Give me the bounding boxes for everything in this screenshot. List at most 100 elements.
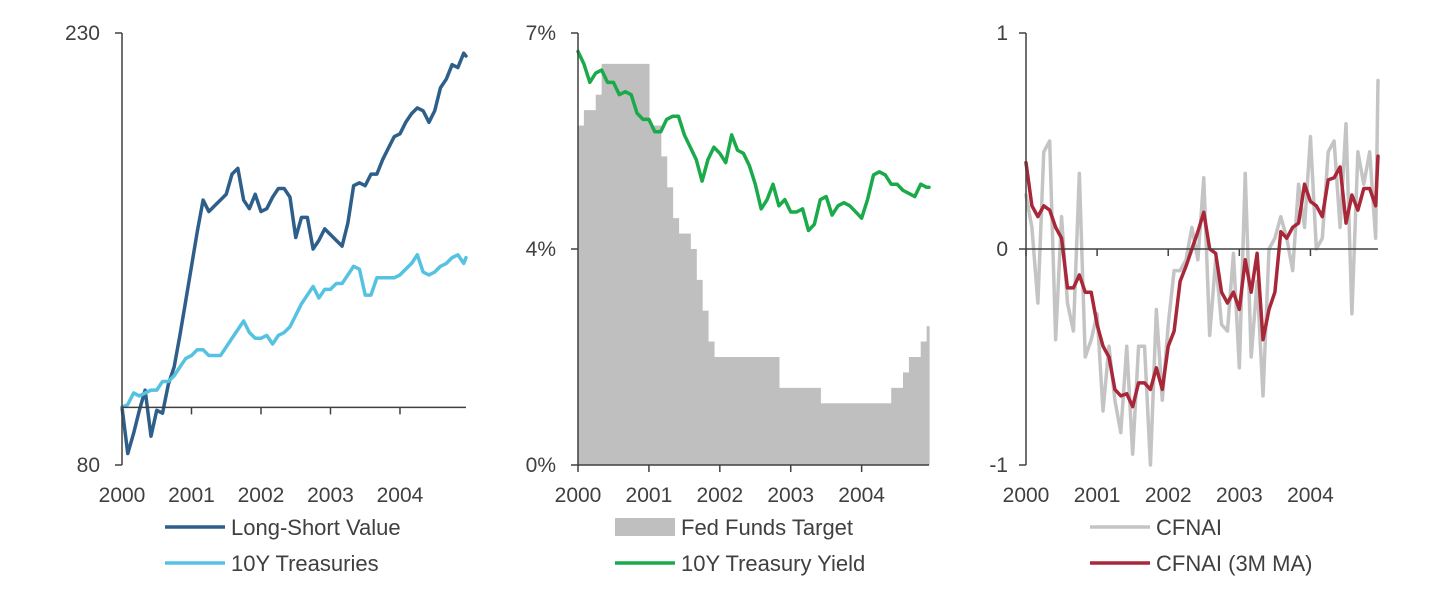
fed-funds-bar (897, 387, 904, 465)
y-tick-label: 230 (65, 22, 100, 45)
fed-funds-bar (672, 218, 680, 465)
legend-label: 10Y Treasury Yield (681, 551, 865, 576)
x-tick-label: 2000 (555, 484, 602, 507)
fed-funds-bar (778, 387, 786, 465)
fed-funds-bar (926, 326, 930, 465)
x-tick-label: 2004 (838, 484, 885, 507)
fed-funds-area (578, 63, 930, 466)
fed-funds-bar (713, 357, 721, 465)
x-tick-label: 2001 (626, 484, 673, 507)
axes: 1 0 -1 2000 2001 2002 2003 2004 (989, 22, 1378, 507)
fed-funds-bar (737, 357, 745, 465)
series-line-cfnai-3m-ma (1024, 154, 1380, 409)
x-tick-label: 2002 (696, 484, 743, 507)
legend-label: Long-Short Value (231, 515, 401, 540)
series-line-cfnai (1024, 78, 1380, 467)
chart-panel-1: 230 80 2000 2001 2002 2003 2004 Long-Short Valu… (65, 22, 468, 576)
x-tick-label: 2004 (377, 484, 424, 507)
fed-funds-bar (867, 403, 875, 465)
x-tick-label: 2004 (1287, 484, 1334, 507)
fed-funds-bar (908, 357, 916, 465)
fed-funds-bar (761, 357, 768, 465)
fed-funds-bar (678, 233, 685, 465)
x-tick-label: 2000 (99, 484, 146, 507)
fed-funds-bar (743, 357, 750, 465)
fed-funds-bar (725, 357, 733, 465)
fed-funds-bar (855, 403, 863, 465)
y-tick-label: -1 (989, 454, 1008, 477)
fed-funds-bar (702, 310, 709, 465)
fed-funds-bar (849, 403, 857, 465)
fed-funds-bar (660, 156, 668, 465)
y-tick-label: 0% (526, 454, 556, 477)
fed-funds-bar (595, 94, 603, 466)
fed-funds-bar (696, 279, 703, 465)
fed-funds-bar (820, 403, 827, 465)
legend: Long-Short Value 10Y Treasuries (165, 515, 401, 576)
fed-funds-bar (914, 357, 922, 465)
fed-funds-bar (802, 387, 810, 465)
fed-funds-bar (879, 403, 886, 465)
legend-label: Fed Funds Target (681, 515, 853, 540)
fed-funds-bar (891, 387, 898, 465)
y-tick-label: 0 (996, 238, 1008, 261)
fed-funds-bar (749, 357, 756, 465)
fed-funds-bar (589, 110, 597, 465)
fed-funds-bar (731, 357, 739, 465)
series-line-10y-treasury-yield (576, 49, 931, 233)
fed-funds-bar (583, 110, 591, 465)
x-tick-label: 2000 (1003, 484, 1050, 507)
legend-label: CFNAI (1156, 515, 1222, 540)
x-tick-label: 2003 (1216, 484, 1263, 507)
y-tick-label: 1 (996, 22, 1008, 45)
fed-funds-bar (654, 125, 662, 465)
fed-funds-bar (767, 357, 774, 465)
fed-funds-bar (838, 403, 845, 465)
x-tick-label: 2003 (767, 484, 814, 507)
fed-funds-bar (920, 341, 928, 465)
fed-funds-bar (902, 372, 910, 465)
fed-funds-bar (784, 387, 792, 465)
axes: 7% 4% 0% 2000 2001 2002 2003 2004 (526, 22, 929, 507)
fed-funds-bar (843, 403, 851, 465)
y-tick-label: 7% (526, 22, 556, 45)
series-line-long-short-value (120, 51, 468, 456)
fed-funds-bar (637, 63, 644, 466)
legend-swatch (615, 518, 675, 536)
y-tick-label: 4% (526, 238, 556, 261)
fed-funds-bar (578, 125, 585, 465)
axes: 230 80 2000 2001 2002 2003 2004 (65, 22, 466, 507)
fed-funds-bar (625, 63, 632, 466)
fed-funds-bar (648, 125, 656, 465)
legend-label: 10Y Treasuries (231, 551, 379, 576)
chart-panel-2: 7% 4% 0% 2000 2001 2002 2003 2004 Fed Funds Targ… (526, 22, 931, 576)
fed-funds-bar (826, 403, 833, 465)
legend: Fed Funds Target 10Y Treasury Yield (615, 515, 865, 576)
fed-funds-bar (607, 63, 615, 466)
x-tick-label: 2002 (1145, 484, 1192, 507)
fed-funds-bar (619, 63, 626, 466)
fed-funds-bar (719, 357, 727, 465)
y-tick-label: 80 (77, 454, 100, 477)
legend: CFNAI CFNAI (3M MA) (1090, 515, 1312, 576)
fed-funds-bar (808, 387, 815, 465)
fed-funds-bar (690, 249, 697, 465)
x-tick-label: 2003 (307, 484, 354, 507)
fed-funds-bar (643, 63, 650, 466)
fed-funds-bar (885, 403, 892, 465)
fed-funds-bar (707, 341, 715, 465)
fed-funds-bar (773, 357, 780, 465)
x-tick-label: 2001 (1074, 484, 1121, 507)
fed-funds-bar (666, 187, 674, 466)
x-tick-label: 2001 (168, 484, 215, 507)
fed-funds-bar (684, 233, 691, 465)
fed-funds-bar (832, 403, 839, 465)
fed-funds-bar (861, 403, 869, 465)
fed-funds-bar (873, 403, 880, 465)
fed-funds-bar (613, 63, 620, 466)
fed-funds-bar (601, 63, 609, 466)
legend-label: CFNAI (3M MA) (1156, 551, 1312, 576)
fed-funds-bar (814, 387, 821, 465)
chart-panel-3: 1 0 -1 2000 2001 2002 2003 2004 CFNAI CFNAI (3M M… (989, 22, 1380, 576)
